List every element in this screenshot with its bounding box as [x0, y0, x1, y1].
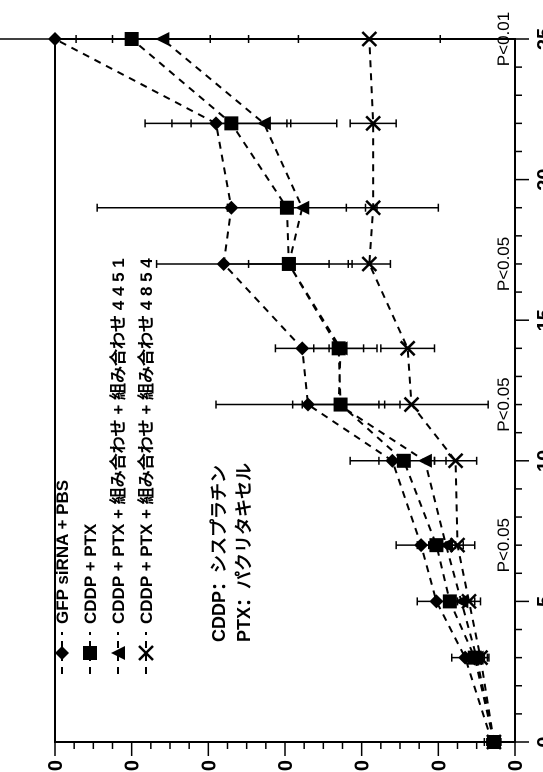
chart-container: 0510152025日020040060080010001200腫瘍体積 (mm… [0, 0, 543, 772]
svg-text:CDDP + PTX + 組み合わせ + 組み合わせ 4 8: CDDP + PTX + 組み合わせ + 組み合わせ 4 8 5 4 [136, 258, 156, 624]
svg-text:0: 0 [534, 736, 543, 747]
svg-text:200: 200 [428, 760, 450, 772]
svg-text:400: 400 [352, 760, 374, 772]
svg-text:5: 5 [534, 596, 543, 607]
svg-text:15: 15 [534, 309, 543, 331]
svg-text:10: 10 [534, 450, 543, 472]
svg-text:CDDP：シスプラチン: CDDP：シスプラチン [208, 465, 229, 642]
svg-text:P<0.05: P<0.05 [494, 518, 513, 572]
svg-text:800: 800 [198, 760, 220, 772]
svg-text:0: 0 [505, 760, 527, 771]
svg-text:P<0.05: P<0.05 [494, 377, 513, 431]
svg-text:1200: 1200 [45, 760, 67, 772]
svg-text:CDDP + PTX + 組み合わせ + 組み合わせ 4 4: CDDP + PTX + 組み合わせ + 組み合わせ 4 4 5 1 [108, 258, 128, 624]
svg-text:P<0.05: P<0.05 [494, 237, 513, 291]
svg-text:1000: 1000 [122, 760, 144, 772]
svg-text:600: 600 [275, 760, 297, 772]
svg-text:25: 25 [534, 28, 543, 50]
svg-text:GFP siRNA + PBS: GFP siRNA + PBS [53, 480, 72, 624]
chart-svg: 0510152025日020040060080010001200腫瘍体積 (mm… [0, 0, 543, 772]
svg-text:PTX：パクリタキセル: PTX：パクリタキセル [234, 463, 254, 642]
svg-text:P<0.01: P<0.01 [494, 12, 513, 66]
svg-text:20: 20 [534, 168, 543, 190]
svg-text:CDDP + PTX: CDDP + PTX [81, 523, 100, 624]
